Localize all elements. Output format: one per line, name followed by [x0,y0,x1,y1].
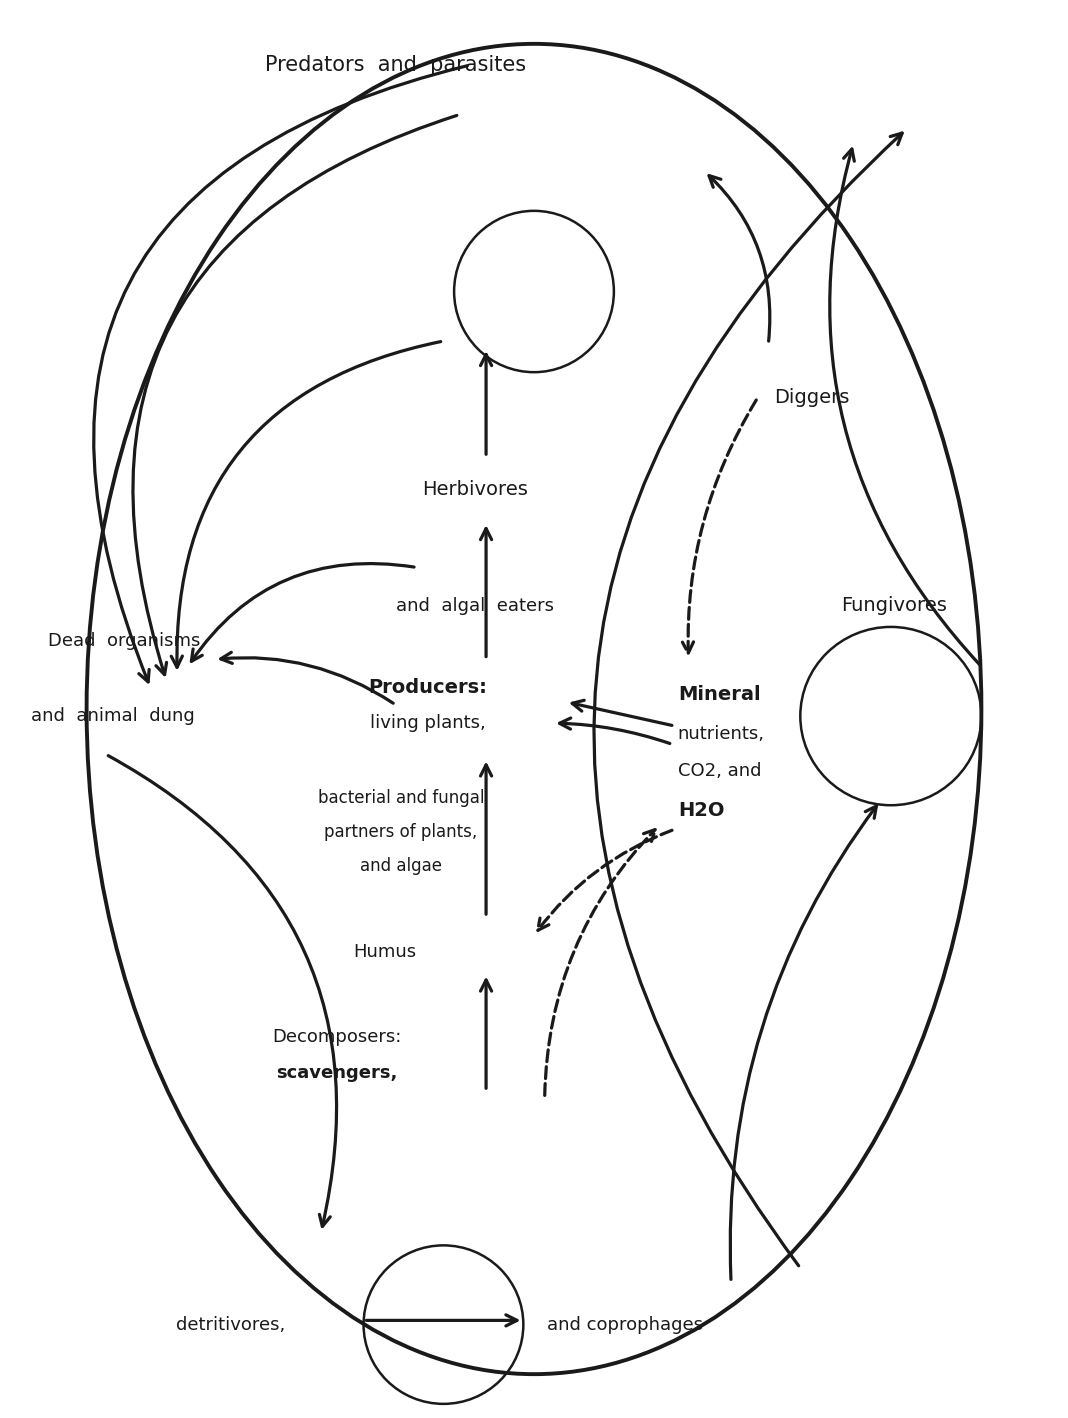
Text: Mineral: Mineral [678,685,760,705]
Text: and coprophages: and coprophages [547,1316,703,1333]
Text: Predators  and  parasites: Predators and parasites [265,55,527,75]
Text: and  algal  eaters: and algal eaters [396,597,554,614]
Text: nutrients,: nutrients, [678,726,765,743]
Text: Herbivores: Herbivores [423,481,529,499]
Text: bacterial and fungal: bacterial and fungal [317,790,484,807]
Text: H2O: H2O [678,801,724,821]
FancyArrowPatch shape [594,133,902,1266]
Text: and  animal  dung: and animal dung [31,708,195,725]
Text: Fungivores: Fungivores [842,596,947,615]
Text: detritivores,: detritivores, [176,1316,285,1333]
Text: and algae: and algae [360,856,442,875]
Text: CO2, and: CO2, and [678,763,761,780]
Text: Humus: Humus [354,943,417,961]
Text: partners of plants,: partners of plants, [325,822,477,841]
Text: scavengers,: scavengers, [277,1064,397,1082]
FancyArrowPatch shape [94,65,468,682]
Text: Decomposers:: Decomposers: [272,1028,402,1046]
Text: Diggers: Diggers [773,389,849,407]
Text: living plants,: living plants, [370,715,485,732]
Text: Dead  organisms: Dead organisms [48,632,200,649]
Text: Producers:: Producers: [368,678,487,698]
